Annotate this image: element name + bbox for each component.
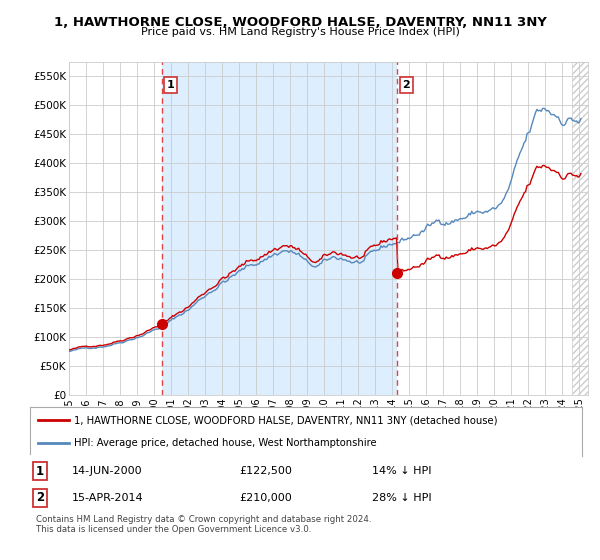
Bar	[572, 62, 588, 395]
Text: 14-JUN-2000: 14-JUN-2000	[71, 466, 142, 477]
Text: 15-APR-2014: 15-APR-2014	[71, 493, 143, 503]
Text: 28% ↓ HPI: 28% ↓ HPI	[372, 493, 432, 503]
Text: 14% ↓ HPI: 14% ↓ HPI	[372, 466, 432, 477]
Text: 1: 1	[167, 80, 175, 90]
Text: 2: 2	[403, 80, 410, 90]
Text: £122,500: £122,500	[240, 466, 293, 477]
Text: HPI: Average price, detached house, West Northamptonshire: HPI: Average price, detached house, West…	[74, 438, 377, 448]
Text: 1, HAWTHORNE CLOSE, WOODFORD HALSE, DAVENTRY, NN11 3NY (detached house): 1, HAWTHORNE CLOSE, WOODFORD HALSE, DAVE…	[74, 416, 497, 426]
Bar	[162, 62, 397, 395]
Text: 1, HAWTHORNE CLOSE, WOODFORD HALSE, DAVENTRY, NN11 3NY: 1, HAWTHORNE CLOSE, WOODFORD HALSE, DAVE…	[53, 16, 547, 29]
Text: 1: 1	[36, 465, 44, 478]
Text: Contains HM Land Registry data © Crown copyright and database right 2024.
This d: Contains HM Land Registry data © Crown c…	[35, 515, 371, 534]
Text: Price paid vs. HM Land Registry's House Price Index (HPI): Price paid vs. HM Land Registry's House …	[140, 27, 460, 37]
Text: 2: 2	[36, 491, 44, 505]
Text: £210,000: £210,000	[240, 493, 293, 503]
